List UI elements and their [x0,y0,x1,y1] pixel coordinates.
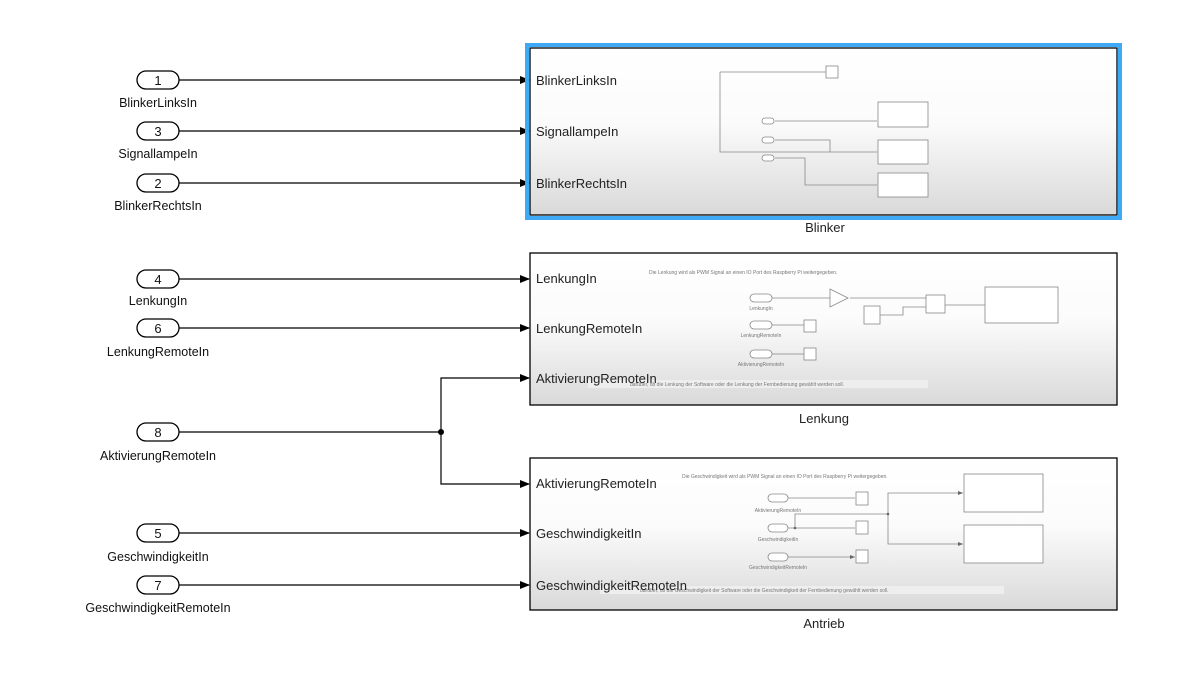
inner-port-label: LenkungIn [749,306,773,312]
inner-port-label: AktivierungRemoteIn [755,508,802,514]
inport-number: 4 [154,272,161,287]
selection-highlight [525,43,1122,220]
inport-label: AktivierungRemoteIn [100,449,216,463]
subsystem-lenkung[interactable]: LenkungIn LenkungRemoteIn Die Lenkung wi… [529,252,1118,426]
subsystem-thumbnail: LenkungIn LenkungRemoteIn AktivierungRem… [738,286,1059,368]
annotation-note: Die Lenkung wird als PWM Signal an einen… [649,270,837,276]
subsystem-blinker[interactable]: BlinkerLinksIn SignallampeIn BlinkerRech… [525,43,1122,235]
port-label: BlinkerLinksIn [536,73,617,88]
inport-2[interactable]: 2 BlinkerRechtsIn [114,173,202,213]
inport-5[interactable]: 5 GeschwindigkeitIn [107,523,209,564]
port-label: SignallampeIn [536,124,618,139]
inport-blocks: 1 BlinkerLinksIn 3 SignallampeIn 2 BlinkerR… [85,70,231,615]
inport-number: 8 [154,425,161,440]
port-label: AktivierungRemoteIn [536,476,657,491]
port-label: BlinkerRechtsIn [536,176,627,191]
port-label: GeschwindigkeitRemoteIn [536,578,687,593]
signal-line-aktivierung-antrieb[interactable] [440,432,530,488]
subsystem-name: Lenkung [799,411,849,426]
inport-label: LenkungRemoteIn [107,345,209,359]
inport-number: 1 [154,73,161,88]
inport-label: SignallampeIn [118,147,197,161]
annotation-background [600,586,1004,594]
subsystem-name: Antrieb [803,616,844,631]
annotation-note: darüber, ob die Geschwindigkeit der Soft… [640,588,888,594]
inport-number: 5 [154,526,161,541]
subsystem-thumbnail: AktivierungRemoteIn GeschwindigkeitIn Ge… [749,473,1044,571]
annotation-background [588,380,928,388]
port-label: AktivierungRemoteIn [536,371,657,386]
signal-line-aktivierung-lenkung[interactable] [179,374,530,433]
port-label: LenkungIn [536,271,597,286]
inport-number: 3 [154,124,161,139]
inport-number: 6 [154,321,161,336]
inport-3[interactable]: 3 SignallampeIn [118,121,198,161]
subsystem-thumbnail [719,65,929,198]
annotation-note: darüber, ob die Lenkung der Software ode… [630,382,844,388]
port-label: LenkungRemoteIn [536,321,642,336]
inport-6[interactable]: 6 LenkungRemoteIn [107,318,209,359]
inport-label: GeschwindigkeitIn [107,550,208,564]
inport-label: GeschwindigkeitRemoteIn [85,601,230,615]
inport-4[interactable]: 4 LenkungIn [129,269,187,308]
inport-label: LenkungIn [129,294,187,308]
inport-8[interactable]: 8 AktivierungRemoteIn [100,422,216,463]
inner-port-label: LenkungRemoteIn [741,333,782,339]
branch-point [438,429,444,435]
inner-port-label: GeschwindigkeitRemoteIn [749,565,807,571]
subsystem-antrieb[interactable]: AktivierungRemoteIn GeschwindigkeitIn Di… [529,457,1118,631]
subsystem-name: Blinker [805,220,845,235]
inport-label: BlinkerLinksIn [119,96,197,110]
inner-port-label: AktivierungRemoteIn [738,362,785,368]
inner-port-label: GeschwindigkeitIn [758,537,799,543]
inport-label: BlinkerRechtsIn [114,199,202,213]
annotation-note: Die Geschwindigkeit wird als PWM Signal … [682,474,888,480]
inport-number: 7 [154,578,161,593]
port-label: GeschwindigkeitIn [536,526,642,541]
inport-number: 2 [154,176,161,191]
inport-1[interactable]: 1 BlinkerLinksIn [119,70,197,110]
inport-7[interactable]: 7 GeschwindigkeitRemoteIn [85,575,231,615]
signal-lines [179,76,530,589]
